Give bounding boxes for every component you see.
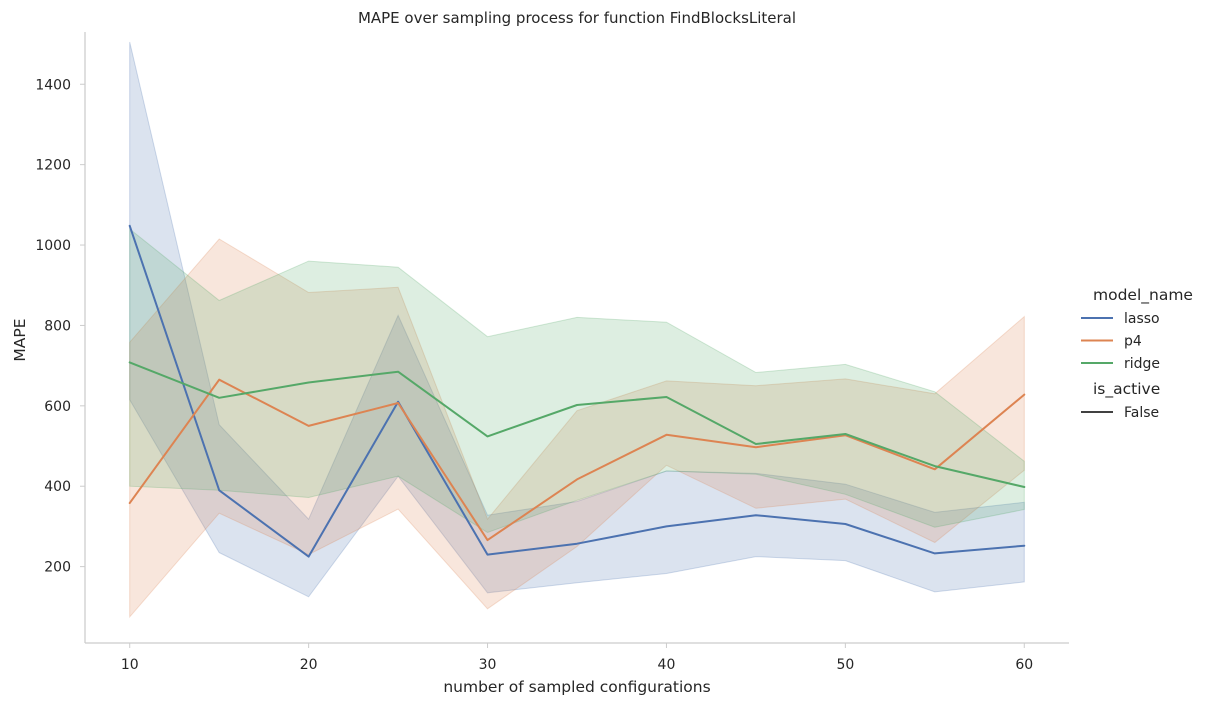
ci-band-ridge: [129, 227, 1025, 534]
ci-band-p4: [129, 238, 1025, 619]
series-lines: [128, 224, 1026, 558]
x-tick-label: 10: [121, 657, 139, 673]
y-axis-label: MAPE: [11, 318, 29, 361]
x-tick-labels: 10 20 30 40 50 60: [121, 643, 1033, 673]
y-tick-label: 600: [44, 399, 71, 415]
legend-label-ridge: ridge: [1124, 356, 1160, 372]
legend-hue-title: model_name: [1093, 286, 1193, 305]
y-tick-label: 1400: [35, 77, 71, 93]
legend-style-label: False: [1124, 405, 1159, 421]
chart-title: MAPE over sampling process for function …: [358, 9, 796, 27]
x-tick-label: 20: [300, 657, 318, 673]
legend-items: lasso p4 ridge: [1081, 311, 1160, 372]
confidence-bands: [129, 41, 1025, 619]
series-line-ridge: [128, 361, 1026, 488]
series-line-lasso: [128, 224, 1026, 558]
legend-label-lasso: lasso: [1124, 311, 1160, 327]
ci-band-lasso: [129, 41, 1025, 598]
x-axis-label: number of sampled configurations: [443, 678, 710, 696]
y-tick-label: 200: [44, 560, 71, 576]
y-tick-label: 1000: [35, 238, 71, 254]
legend: model_name lasso p4 ridge is_active False: [1081, 286, 1193, 421]
x-tick-label: 60: [1015, 657, 1033, 673]
series-line-p4: [128, 378, 1026, 542]
x-tick-label: 30: [479, 657, 497, 673]
y-tick-label: 400: [44, 479, 71, 495]
legend-label-p4: p4: [1124, 334, 1142, 350]
y-tick-label: 800: [44, 318, 71, 334]
x-tick-label: 50: [836, 657, 854, 673]
x-tick-label: 40: [658, 657, 676, 673]
legend-style-title: is_active: [1093, 380, 1160, 399]
y-tick-label: 1200: [35, 158, 71, 174]
y-tick-labels: 200 400 600 800 1000 1200 1400: [35, 77, 85, 576]
